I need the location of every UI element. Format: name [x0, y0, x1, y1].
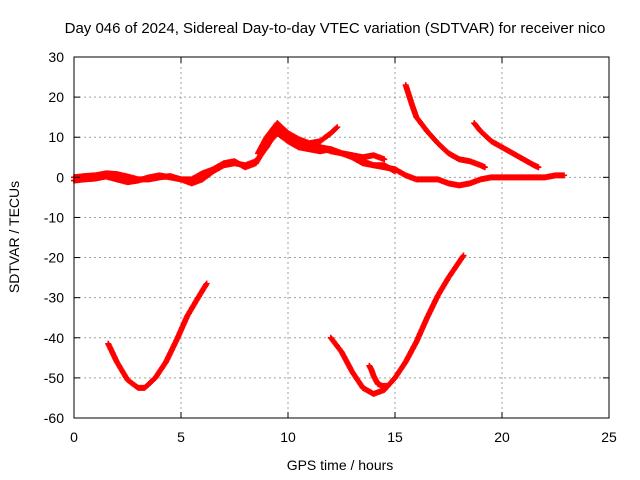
data-point	[383, 382, 390, 389]
y-tick-label: -20	[44, 250, 64, 266]
data-point	[481, 164, 488, 171]
series-arc-2	[285, 132, 388, 163]
y-tick-label: 0	[56, 169, 64, 185]
x-tick-label: 0	[70, 429, 78, 445]
data-point	[460, 252, 467, 259]
plot-frame	[73, 56, 610, 419]
y-tick-label: -30	[44, 290, 64, 306]
x-tick-label: 5	[177, 429, 185, 445]
data-point	[381, 156, 388, 163]
y-tick-label: -40	[44, 330, 64, 346]
data-point	[392, 168, 398, 175]
series-declining-18-7-21-7	[471, 120, 542, 171]
series-declining-15-5-19-2	[402, 82, 488, 171]
y-tick-label: -50	[44, 370, 64, 386]
x-tick-label: 10	[280, 429, 296, 445]
x-axis-label: GPS time / hours	[287, 457, 394, 473]
x-tick-label: 25	[601, 429, 617, 445]
series-dip-12-0-18-2	[327, 252, 467, 397]
data-point	[203, 280, 210, 287]
x-tick-label: 15	[387, 429, 403, 445]
y-tick-label: 10	[48, 129, 64, 145]
data-point	[334, 124, 341, 131]
x-tick-label: 20	[494, 429, 510, 445]
y-axis-label: SDTVAR / TECUs	[6, 181, 22, 293]
series-dip-1-6-6-2	[105, 280, 210, 391]
chart-title: Day 046 of 2024, Sidereal Day-to-day VTE…	[65, 20, 606, 37]
y-tick-label: -10	[44, 209, 64, 225]
y-tick-label: 20	[48, 89, 64, 105]
data-layer	[71, 82, 568, 397]
data-point	[535, 164, 542, 171]
grid-layer	[74, 57, 609, 418]
y-tick-label: 30	[48, 49, 64, 65]
tick-layer: 0 5 10 15 20 25 -60 -50 -40 -30 -20 -10 0 10 20 30	[44, 49, 617, 445]
data-point	[333, 125, 340, 132]
y-tick-label: -60	[44, 410, 64, 426]
data-point	[561, 172, 568, 179]
series-short-arc-13-8-14-2	[366, 362, 390, 389]
